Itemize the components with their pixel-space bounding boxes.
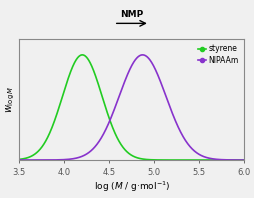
Legend: styrene, NIPAAm: styrene, NIPAAm [196, 43, 240, 66]
Y-axis label: $w_{\log M}$: $w_{\log M}$ [4, 86, 17, 113]
X-axis label: log ($\it{M}$ / g·mol$^{-1}$): log ($\it{M}$ / g·mol$^{-1}$) [93, 179, 169, 194]
Text: NMP: NMP [120, 10, 143, 19]
